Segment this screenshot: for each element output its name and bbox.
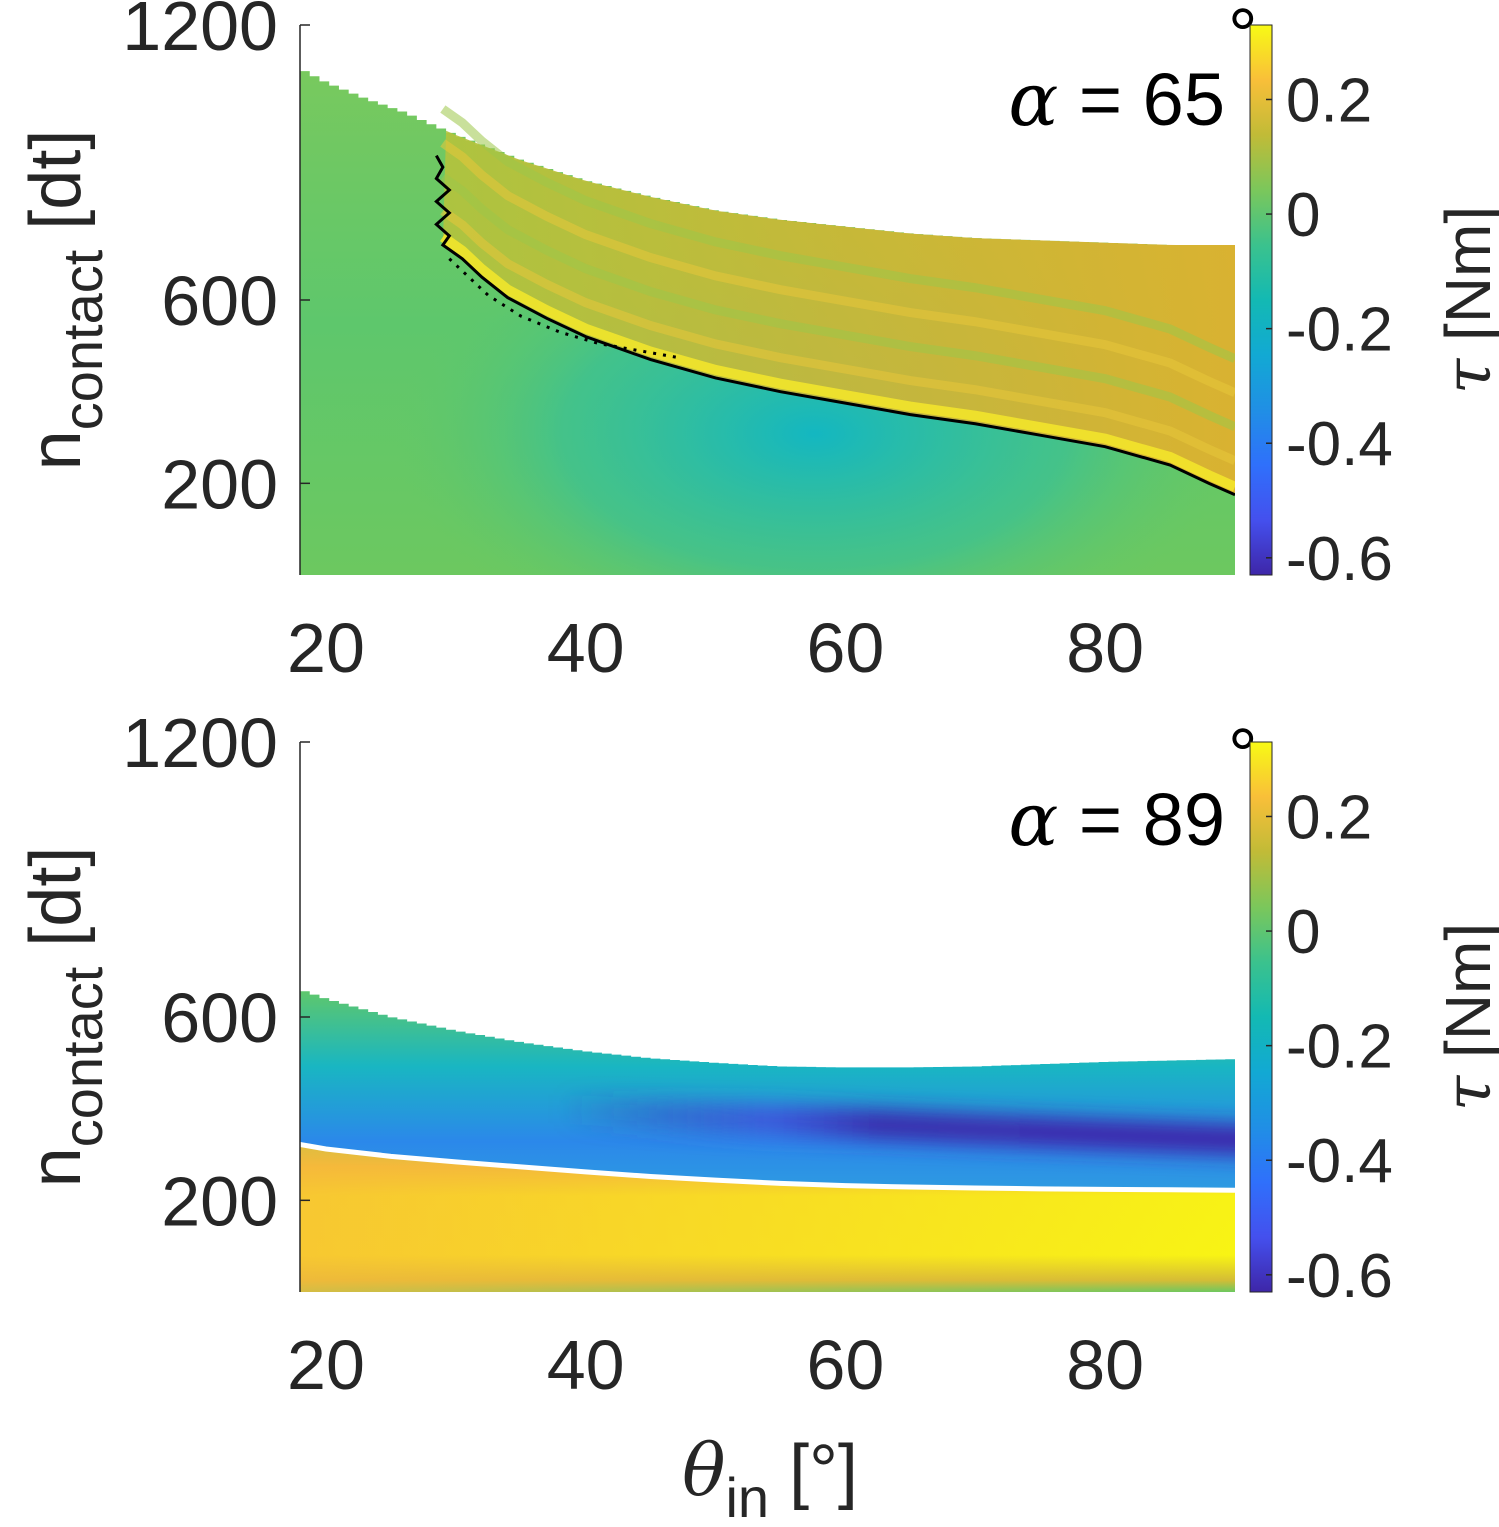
top-x-tick-label: 80 bbox=[1066, 609, 1144, 687]
top-colorbar-gradient bbox=[1249, 24, 1273, 576]
svg-text:τ [Nm]: τ [Nm] bbox=[1432, 206, 1499, 394]
bottom-cb-tick-label: 0 bbox=[1286, 898, 1320, 967]
top-y-ticks: 200 600 1200 bbox=[122, 0, 310, 523]
top-ylabel-main: n bbox=[16, 430, 96, 470]
bottom-y-tick-label: 200 bbox=[161, 1162, 278, 1240]
svg-text:ncontact [dt]: ncontact [dt] bbox=[16, 130, 114, 471]
xlabel-unit: [°] bbox=[769, 1431, 858, 1511]
top-stripe-pattern bbox=[440, 105, 1235, 465]
bottom-minimum-band bbox=[559, 1094, 1235, 1155]
top-ylabel-sub: contact bbox=[51, 249, 114, 430]
bottom-x-tick-label: 80 bbox=[1066, 1326, 1144, 1404]
svg-text:α = 65: α = 65 bbox=[1008, 57, 1225, 143]
top-cb-tick-label: -0.2 bbox=[1286, 296, 1393, 365]
bottom-ylabel-main: n bbox=[16, 1147, 96, 1187]
bottom-annotation: α = 89 ° bbox=[1008, 713, 1257, 863]
bottom-colorbar-ticks: -0.6 -0.4 -0.2 0 0.2 bbox=[1266, 783, 1393, 1311]
top-colorbar: -0.6 -0.4 -0.2 0 0.2 τ [Nm] bbox=[1249, 24, 1499, 594]
bottom-annotation-text: = 89 bbox=[1058, 778, 1225, 861]
top-stripe bbox=[440, 173, 1235, 431]
bottom-ylabel-unit: [dt] bbox=[16, 847, 96, 967]
bottom-cb-tick-label: -0.6 bbox=[1286, 1242, 1393, 1311]
top-x-tick-label: 60 bbox=[806, 609, 884, 687]
top-heatmap bbox=[300, 71, 1235, 575]
xlabel-symbol: θ bbox=[682, 1428, 725, 1512]
bottom-cb-unit: [Nm] bbox=[1432, 923, 1499, 1076]
top-ylabel-unit: [dt] bbox=[16, 130, 96, 250]
bottom-annotation-symbol: α bbox=[1008, 777, 1058, 863]
top-x-ticks: 20 40 60 80 bbox=[287, 609, 1144, 687]
top-y-tick-label: 600 bbox=[161, 262, 278, 340]
bottom-x-tick-label: 60 bbox=[806, 1326, 884, 1404]
bottom-y-tick-label: 1200 bbox=[122, 704, 278, 782]
bottom-panel: 200 600 1200 20 40 60 80 ncontact [dt] α = 89… bbox=[16, 704, 1499, 1527]
bottom-cb-tick-label: -0.4 bbox=[1286, 1127, 1393, 1196]
svg-text:τ [Nm]: τ [Nm] bbox=[1432, 923, 1499, 1111]
top-y-tick-label: 200 bbox=[161, 445, 278, 523]
top-stripe bbox=[440, 139, 1235, 397]
top-cb-tick-label: -0.4 bbox=[1286, 410, 1393, 479]
top-dotted-contour bbox=[448, 257, 677, 359]
top-annotation-text: = 65 bbox=[1058, 58, 1225, 141]
top-y-axis-title: ncontact [dt] bbox=[16, 130, 114, 471]
svg-text:θin [°]: θin [°] bbox=[682, 1428, 858, 1527]
bottom-cb-tick-label: -0.2 bbox=[1286, 1013, 1393, 1082]
top-zero-contour bbox=[434, 154, 1235, 497]
top-cb-tick-label: 0.2 bbox=[1286, 66, 1372, 135]
bottom-x-tick-label: 40 bbox=[547, 1326, 625, 1404]
top-x-tick-label: 20 bbox=[287, 609, 365, 687]
xlabel-sub: in bbox=[725, 1466, 769, 1527]
top-colorbar-ticks: -0.6 -0.4 -0.2 0 0.2 bbox=[1266, 66, 1393, 594]
bottom-zero-contour bbox=[300, 1141, 1235, 1193]
top-x-tick-label: 40 bbox=[547, 609, 625, 687]
top-annotation: α = 65 ° bbox=[1008, 0, 1257, 143]
top-cb-tick-label: 0 bbox=[1286, 181, 1320, 250]
bottom-colorbar-gradient bbox=[1249, 741, 1273, 1293]
svg-text:ncontact [dt]: ncontact [dt] bbox=[16, 847, 114, 1188]
top-y-tick-label: 1200 bbox=[122, 0, 278, 65]
top-cb-tick-label: -0.6 bbox=[1286, 525, 1393, 594]
bottom-cb-tick-label: 0.2 bbox=[1286, 783, 1372, 852]
top-cb-symbol: τ bbox=[1432, 357, 1499, 394]
top-annotation-symbol: α bbox=[1008, 57, 1058, 143]
top-panel: 200 600 1200 20 40 60 80 ncontact [dt] α = 65… bbox=[16, 0, 1499, 687]
bottom-ylabel-sub: contact bbox=[51, 966, 114, 1147]
bottom-lower-left-shade bbox=[300, 1144, 1235, 1292]
bottom-heatmap bbox=[300, 991, 1235, 1292]
top-peak-band bbox=[439, 232, 1235, 492]
svg-text:α = 89: α = 89 bbox=[1008, 777, 1225, 863]
top-stripe bbox=[440, 105, 1235, 363]
top-cb-unit: [Nm] bbox=[1432, 206, 1499, 359]
bottom-y-ticks: 200 600 1200 bbox=[122, 704, 310, 1240]
x-axis-title: θin [°] bbox=[682, 1428, 858, 1527]
bottom-y-tick-label: 600 bbox=[161, 979, 278, 1057]
bottom-x-tick-label: 20 bbox=[287, 1326, 365, 1404]
bottom-y-axis-title: ncontact [dt] bbox=[16, 847, 114, 1188]
bottom-x-ticks: 20 40 60 80 bbox=[287, 1326, 1144, 1404]
bottom-cb-symbol: τ bbox=[1432, 1074, 1499, 1111]
bottom-colorbar: -0.6 -0.4 -0.2 0 0.2 τ [Nm] bbox=[1249, 741, 1499, 1311]
top-stripe bbox=[440, 207, 1235, 465]
